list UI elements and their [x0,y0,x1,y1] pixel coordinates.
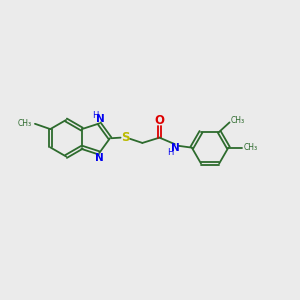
Text: N: N [171,143,180,153]
Text: N: N [96,114,104,124]
Text: O: O [154,114,164,127]
Text: H: H [92,111,99,120]
Text: CH₃: CH₃ [244,143,258,152]
Text: CH₃: CH₃ [231,116,245,124]
Text: S: S [121,131,130,144]
Text: CH₃: CH₃ [17,119,32,128]
Text: N: N [95,153,104,163]
Text: H: H [167,148,174,157]
